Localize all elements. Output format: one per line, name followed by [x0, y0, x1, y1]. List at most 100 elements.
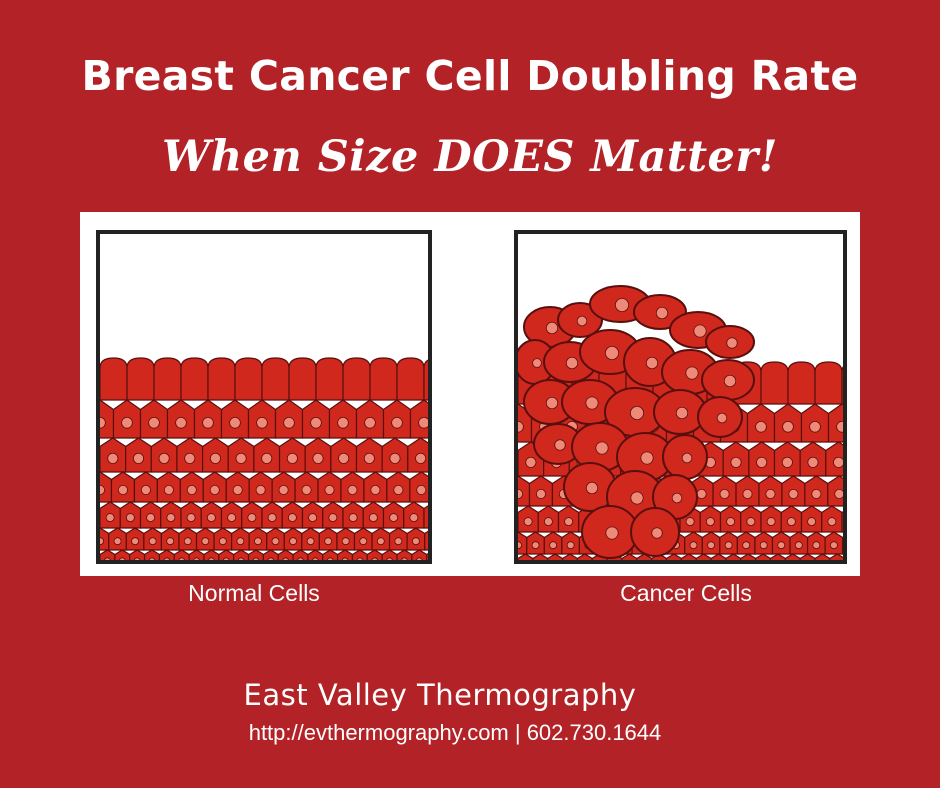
cell	[518, 553, 534, 560]
cell	[423, 359, 428, 401]
cell	[203, 549, 220, 560]
cancer-cell-nucleus	[675, 406, 689, 420]
cell-nucleus	[148, 557, 156, 560]
cell-nucleus	[313, 575, 318, 576]
cell-nucleus	[807, 517, 817, 527]
cell-nucleus	[218, 537, 227, 546]
cell-nucleus	[759, 541, 768, 550]
cancer-cell-nucleus	[532, 358, 542, 368]
cell-nucleus	[341, 557, 349, 560]
cell	[323, 568, 337, 576]
cell	[277, 549, 294, 560]
cell	[411, 549, 428, 560]
cell	[856, 404, 861, 442]
cell	[636, 553, 653, 560]
cell-nucleus	[809, 421, 821, 433]
cancer-cell-nucleus	[681, 452, 693, 464]
cell	[322, 549, 339, 560]
cell-nucleus	[836, 421, 843, 433]
cell-nucleus	[418, 417, 428, 429]
cell-nucleus	[255, 485, 266, 495]
cell-nucleus	[393, 485, 404, 495]
cell	[829, 553, 843, 560]
cell	[242, 568, 256, 576]
cell	[126, 357, 155, 401]
cell	[337, 549, 354, 560]
cell	[114, 549, 131, 560]
cell	[841, 511, 843, 533]
cell-nucleus	[356, 557, 364, 560]
cell	[433, 472, 456, 502]
cell-nucleus	[724, 541, 733, 550]
cell-nucleus	[849, 562, 855, 568]
cancer-cell-nucleus	[630, 405, 645, 420]
cell	[350, 568, 364, 576]
cancer-cell-nucleus	[655, 306, 669, 320]
cell	[161, 568, 175, 576]
cell	[292, 549, 309, 560]
cell-nucleus	[131, 537, 140, 546]
cell-nucleus	[859, 457, 860, 467]
cancer-cell-nucleus	[554, 439, 566, 451]
cell-nucleus	[858, 489, 860, 498]
cell-nucleus	[742, 541, 751, 550]
cancer-cell-nucleus	[630, 491, 644, 505]
cancer-cell-nucleus	[640, 451, 654, 465]
cell-nucleus	[232, 485, 243, 495]
cell-nucleus	[707, 541, 715, 550]
cell	[215, 568, 229, 576]
cell	[781, 572, 795, 576]
cell-nucleus	[525, 456, 537, 468]
cell-nucleus	[416, 557, 423, 560]
cell	[381, 549, 398, 560]
cell-nucleus	[834, 489, 843, 499]
cell-nucleus	[389, 452, 401, 464]
cell	[173, 549, 190, 560]
cell-nucleus	[766, 517, 776, 527]
cell-nucleus	[205, 575, 210, 576]
cell-nucleus	[209, 485, 220, 495]
cell-nucleus	[232, 575, 237, 576]
cell	[180, 357, 209, 401]
cell-nucleus	[827, 517, 837, 527]
cell-nucleus	[807, 456, 819, 468]
cell-nucleus	[124, 575, 129, 576]
cell-nucleus	[133, 557, 141, 560]
cell-nucleus	[193, 557, 200, 560]
cell	[228, 568, 242, 576]
cell	[740, 553, 757, 560]
cell-nucleus	[252, 557, 260, 560]
cell-nucleus	[348, 513, 358, 523]
cell-nucleus	[278, 485, 289, 495]
cell-nucleus	[523, 517, 533, 527]
cell-nucleus	[564, 517, 574, 527]
cell	[120, 568, 134, 576]
cell-nucleus	[742, 489, 753, 499]
cell	[153, 357, 182, 401]
cell	[174, 568, 188, 576]
cell-nucleus	[301, 485, 312, 495]
cell	[369, 357, 398, 401]
normal-cells-illustration	[100, 357, 464, 576]
cell	[849, 572, 860, 576]
cell	[760, 361, 789, 405]
cell-nucleus	[416, 485, 427, 495]
cell	[660, 572, 674, 576]
cell-nucleus	[326, 557, 334, 560]
cell	[288, 357, 317, 401]
cell	[262, 549, 279, 560]
cell-nucleus	[158, 452, 170, 464]
cell-nucleus	[368, 513, 378, 523]
cell-nucleus	[408, 575, 413, 576]
cell-nucleus	[409, 513, 419, 523]
cell-nucleus	[504, 518, 512, 526]
cell-nucleus	[549, 541, 558, 550]
cell-nucleus	[166, 513, 176, 523]
cell	[552, 572, 566, 576]
cell	[207, 357, 236, 401]
cell-nucleus	[421, 575, 426, 576]
cell	[444, 502, 464, 528]
page-subtitle: When Size DOES Matter!	[162, 132, 778, 182]
cell-nucleus	[146, 513, 156, 523]
cell-nucleus	[338, 452, 350, 464]
